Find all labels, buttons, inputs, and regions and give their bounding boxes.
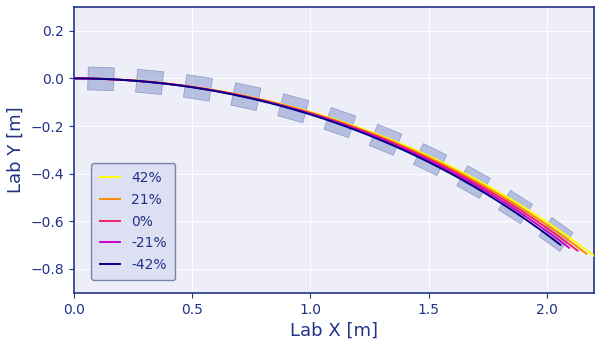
42% <box>392 140 400 144</box>
Polygon shape <box>88 67 114 91</box>
0% <box>166 82 173 86</box>
21% <box>468 177 475 181</box>
Polygon shape <box>136 69 163 94</box>
42% <box>213 88 221 93</box>
Line: 42%: 42% <box>74 78 595 256</box>
-21% <box>207 88 214 92</box>
-21% <box>308 112 315 116</box>
-42% <box>409 152 416 156</box>
0% <box>209 88 216 92</box>
21% <box>211 88 218 92</box>
-21% <box>566 246 573 250</box>
Line: 0%: 0% <box>74 78 578 251</box>
-21% <box>164 82 171 86</box>
Polygon shape <box>498 191 532 224</box>
-21% <box>455 174 462 178</box>
Y-axis label: Lab Y [m]: Lab Y [m] <box>7 107 25 193</box>
0% <box>574 248 581 253</box>
Polygon shape <box>413 144 447 176</box>
-21% <box>415 153 422 158</box>
Polygon shape <box>278 94 309 123</box>
Polygon shape <box>231 83 261 111</box>
21% <box>427 156 434 160</box>
Polygon shape <box>324 108 356 138</box>
Polygon shape <box>183 75 213 101</box>
-21% <box>70 76 78 81</box>
-42% <box>204 88 212 92</box>
42% <box>169 82 176 86</box>
0% <box>382 137 389 142</box>
21% <box>387 138 394 143</box>
-42% <box>70 76 78 81</box>
-42% <box>163 82 170 86</box>
42% <box>320 114 327 118</box>
Line: -21%: -21% <box>74 78 569 248</box>
0% <box>70 76 78 81</box>
21% <box>168 82 175 86</box>
-42% <box>557 243 564 247</box>
Legend: 42%, 21%, 0%, -21%, -42%: 42%, 21%, 0%, -21%, -42% <box>91 163 175 280</box>
-42% <box>448 172 456 176</box>
21% <box>70 76 78 81</box>
-21% <box>376 136 383 141</box>
Polygon shape <box>457 166 490 198</box>
Polygon shape <box>369 124 402 155</box>
-42% <box>304 111 311 116</box>
Polygon shape <box>538 218 573 251</box>
Line: 21%: 21% <box>74 78 587 254</box>
42% <box>433 158 440 162</box>
21% <box>583 252 590 256</box>
-42% <box>371 135 378 139</box>
42% <box>475 179 483 183</box>
42% <box>70 76 78 81</box>
0% <box>421 155 428 159</box>
X-axis label: Lab X [m]: Lab X [m] <box>290 322 378 340</box>
0% <box>462 176 469 180</box>
42% <box>591 254 599 259</box>
0% <box>312 113 319 117</box>
21% <box>316 113 323 117</box>
Line: -42%: -42% <box>74 78 560 245</box>
